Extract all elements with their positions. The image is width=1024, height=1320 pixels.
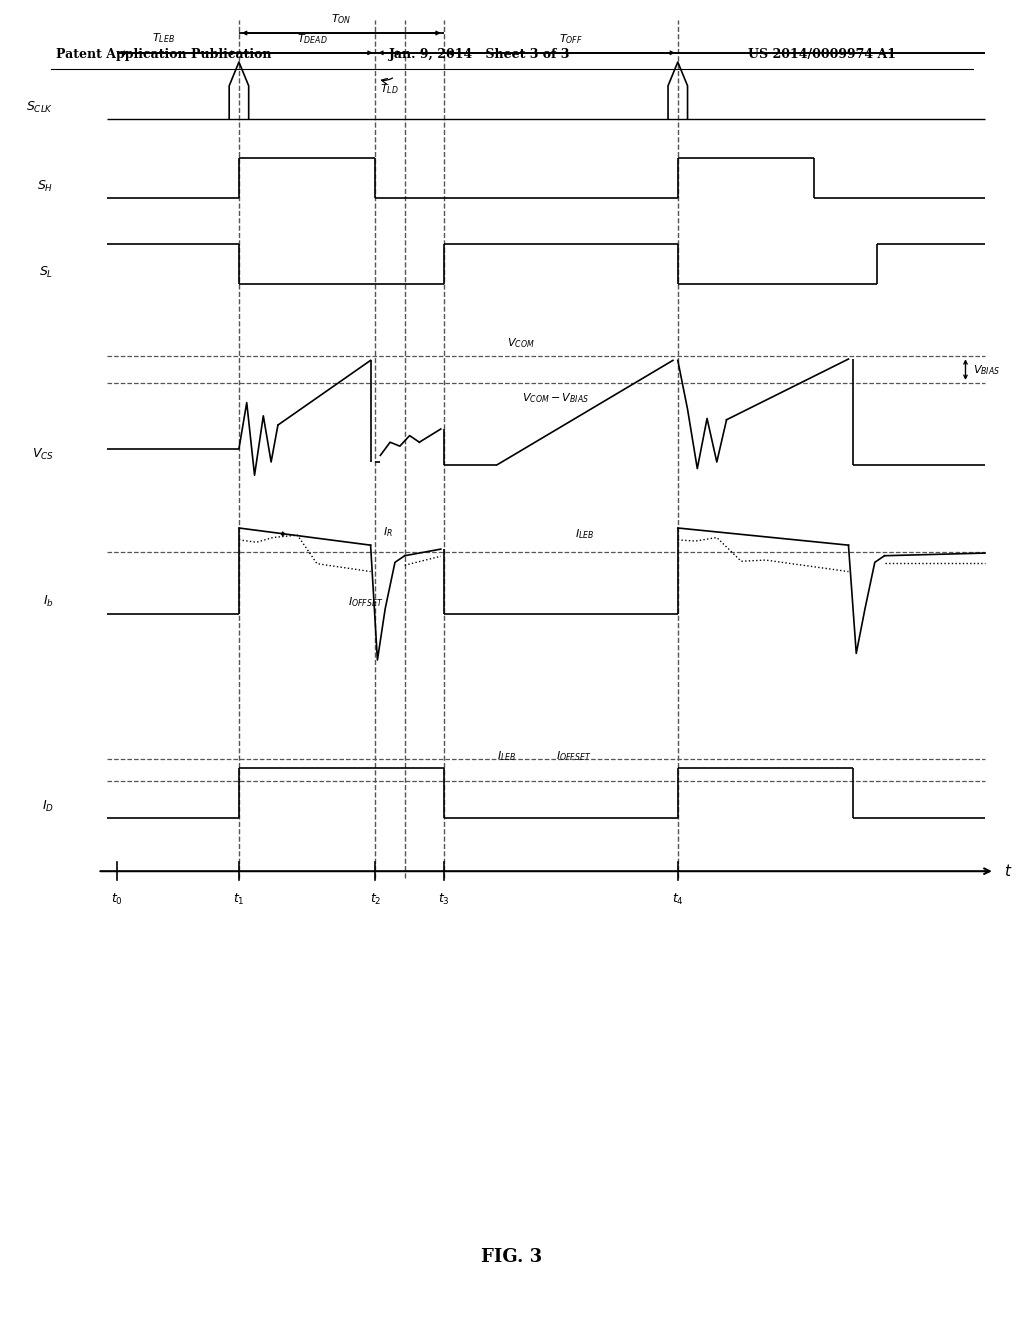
Text: $t_4$: $t_4$: [672, 892, 684, 907]
Text: $t_2$: $t_2$: [370, 892, 381, 907]
Text: $I_R$: $I_R$: [383, 525, 393, 539]
Text: $t_1$: $t_1$: [233, 892, 245, 907]
Text: $I_{OFFSET}$: $I_{OFFSET}$: [556, 750, 591, 763]
Text: $T_{OFF}$: $T_{OFF}$: [558, 33, 583, 46]
Text: $V_{COM} - V_{BIAS}$: $V_{COM} - V_{BIAS}$: [522, 391, 589, 404]
Text: US 2014/0009974 A1: US 2014/0009974 A1: [748, 48, 896, 61]
Text: Jan. 9, 2014   Sheet 3 of 3: Jan. 9, 2014 Sheet 3 of 3: [389, 48, 570, 61]
Text: $I_b$: $I_b$: [43, 594, 53, 609]
Text: $V_{COM}$: $V_{COM}$: [507, 337, 535, 350]
Text: $t_3$: $t_3$: [438, 892, 450, 907]
Text: $I_D$: $I_D$: [42, 800, 53, 814]
Text: $V_{CS}$: $V_{CS}$: [32, 446, 53, 462]
Text: $S_{CLK}$: $S_{CLK}$: [27, 100, 53, 115]
Text: $I_{LEB}$: $I_{LEB}$: [498, 750, 517, 763]
Text: $I_{OFFSET}$: $I_{OFFSET}$: [348, 595, 383, 609]
Text: Patent Application Publication: Patent Application Publication: [56, 48, 271, 61]
Text: $T_{ON}$: $T_{ON}$: [331, 13, 351, 26]
Text: $T_{DEAD}$: $T_{DEAD}$: [297, 33, 328, 46]
Text: $T_{LD}$: $T_{LD}$: [380, 82, 399, 95]
Text: $t$: $t$: [1005, 863, 1013, 879]
Text: $I_{LEB}$: $I_{LEB}$: [575, 528, 595, 541]
Text: $t_0$: $t_0$: [111, 892, 123, 907]
Text: $S_{H}$: $S_{H}$: [37, 180, 53, 194]
Text: FIG. 3: FIG. 3: [481, 1247, 543, 1266]
Text: $S_{L}$: $S_{L}$: [39, 265, 53, 280]
Text: $T_{LEB}$: $T_{LEB}$: [152, 32, 175, 45]
Text: $V_{BIAS}$: $V_{BIAS}$: [973, 363, 1000, 376]
